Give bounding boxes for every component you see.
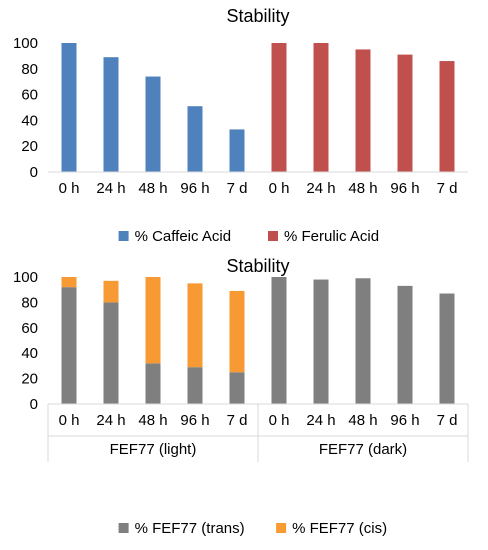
x-tick-label: 48 h (138, 180, 167, 197)
legend-swatch (118, 231, 129, 241)
bar (187, 283, 203, 368)
y-tick-label: 20 (21, 138, 38, 155)
y-tick-label: 40 (21, 345, 38, 362)
legend-swatch (276, 523, 287, 533)
bar (103, 57, 119, 172)
x-tick-label: 7 d (227, 412, 248, 429)
x-tick-label: 7 d (437, 180, 458, 197)
x-tick-label: 96 h (180, 180, 209, 197)
x-tick-label: 0 h (269, 180, 290, 197)
chart-caffeic-ferulic: Stability 0 20 40 60 80 100 0 h 24 h 48 h 96 h 7 d 0… (13, 6, 468, 245)
bar (439, 61, 455, 173)
bar (145, 363, 161, 404)
chart-title: Stability (226, 6, 289, 26)
bar (313, 279, 329, 404)
y-tick-label: 0 (30, 396, 38, 413)
x-tick-label: 7 d (227, 180, 248, 197)
bar (145, 277, 161, 364)
chart-fef77: Stability 0 20 40 60 80 100 0 h 24 h 48 h 96 h 7 d 0… (13, 258, 469, 537)
legend-label: % Ferulic Acid (284, 228, 379, 245)
x-tick-label: 48 h (138, 412, 167, 429)
y-tick-label: 100 (13, 35, 38, 52)
bar (397, 285, 413, 404)
x-tick-label: 24 h (306, 412, 335, 429)
x-tick-label: 96 h (390, 412, 419, 429)
y-tick-label: 80 (21, 61, 38, 78)
y-tick-label: 20 (21, 371, 38, 388)
legend-swatch (268, 231, 278, 241)
bar (61, 287, 77, 404)
x-tick-label: 7 d (437, 412, 458, 429)
legend-swatch (118, 523, 129, 533)
legend-label: % FEF77 (trans) (135, 520, 245, 537)
x-tick-label: 24 h (96, 180, 125, 197)
y-tick-label: 80 (21, 294, 38, 311)
bar (61, 277, 77, 288)
legend-label: % Caffeic Acid (135, 228, 231, 245)
bar (187, 106, 203, 172)
bar (229, 372, 245, 404)
x-tick-label: 48 h (348, 180, 377, 197)
x-tick-label: 0 h (59, 180, 80, 197)
legend-label: % FEF77 (cis) (292, 520, 387, 537)
group-label: FEF77 (dark) (319, 441, 407, 458)
y-tick-label: 60 (21, 87, 38, 104)
y-tick-label: 40 (21, 112, 38, 129)
bar (145, 76, 161, 172)
y-tick-label: 0 (30, 164, 38, 181)
bar (103, 280, 119, 303)
group-label: FEF77 (light) (110, 441, 197, 458)
bar (61, 43, 77, 172)
bar (103, 302, 119, 404)
x-tick-label: 24 h (96, 412, 125, 429)
x-tick-label: 48 h (348, 412, 377, 429)
x-tick-label: 0 h (269, 412, 290, 429)
x-tick-label: 0 h (59, 412, 80, 429)
bar (229, 290, 245, 373)
bar (271, 277, 287, 404)
y-tick-label: 100 (13, 269, 38, 286)
x-tick-label: 24 h (306, 180, 335, 197)
bar (439, 293, 455, 404)
bar (355, 278, 371, 404)
chart-title: Stability (226, 258, 289, 276)
bar (355, 49, 371, 173)
bar (187, 367, 203, 404)
bar (397, 54, 413, 172)
y-tick-label: 60 (21, 320, 38, 337)
x-tick-label: 96 h (180, 412, 209, 429)
bar (313, 43, 329, 172)
bar (271, 43, 287, 172)
bar (229, 129, 245, 172)
x-tick-label: 96 h (390, 180, 419, 197)
